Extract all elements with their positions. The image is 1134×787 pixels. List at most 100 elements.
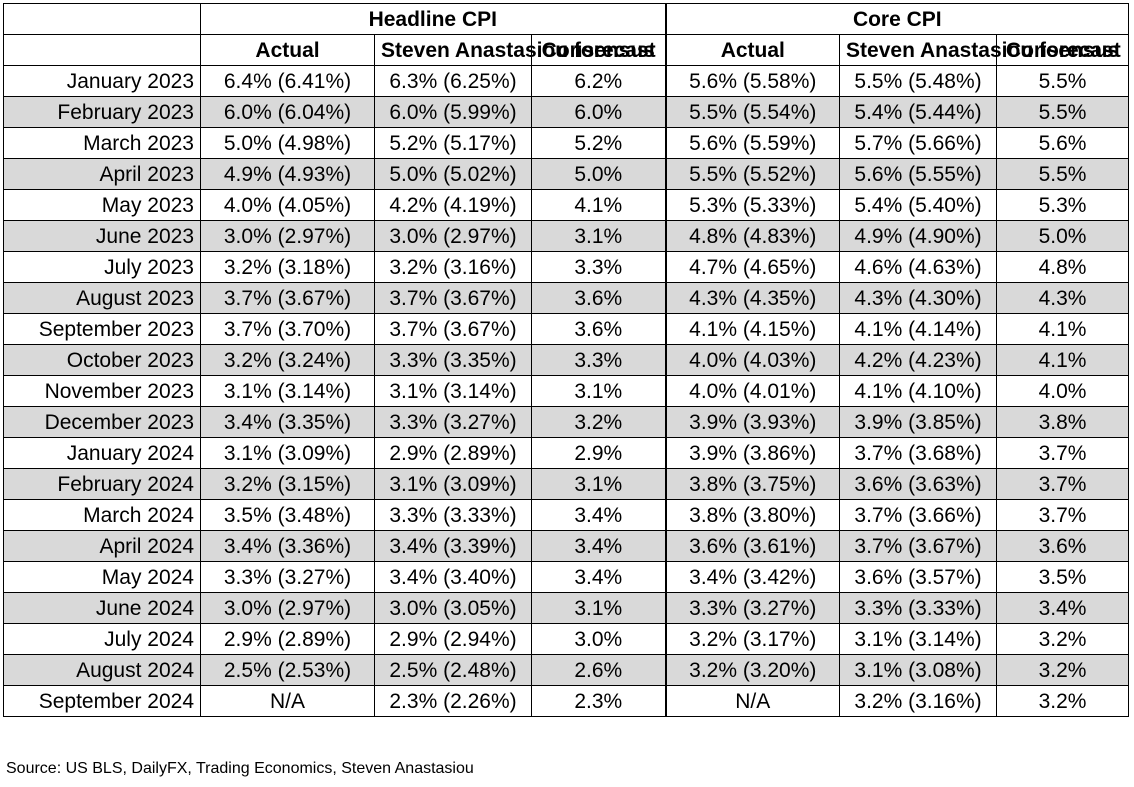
cell-h-consensus: 4.1% — [530, 189, 667, 221]
month-cell: July 2024 — [3, 623, 201, 655]
cell-h-forecast: 3.0% (3.05%) — [374, 592, 532, 624]
cell-c-consensus: 3.8% — [996, 406, 1130, 438]
column-header-headline-consensus: Consensus — [530, 34, 667, 66]
month-cell: January 2024 — [3, 437, 201, 469]
cell-c-consensus: 4.3% — [996, 282, 1130, 314]
cell-h-consensus: 3.6% — [530, 282, 667, 314]
table-row: January 2024 3.1% (3.09%) 2.9% (2.89%) 2.9%… — [3, 437, 1130, 469]
cell-h-forecast: 3.1% (3.09%) — [374, 468, 532, 500]
table-row: March 2023 5.0% (4.98%) 5.2% (5.17%) 5.2% 5.… — [3, 127, 1130, 159]
cell-h-consensus: 3.1% — [530, 220, 667, 252]
cell-h-actual: 3.1% (3.09%) — [200, 437, 375, 469]
month-cell: September 2023 — [3, 313, 201, 345]
cell-h-consensus: 2.6% — [530, 654, 667, 686]
cell-h-consensus: 6.0% — [530, 96, 667, 128]
cell-h-forecast: 2.5% (2.48%) — [374, 654, 532, 686]
cell-c-forecast: 3.6% (3.63%) — [839, 468, 998, 500]
cell-h-consensus: 3.4% — [530, 499, 667, 531]
month-column-header — [3, 34, 201, 66]
month-cell: February 2023 — [3, 96, 201, 128]
cell-c-forecast: 5.4% (5.40%) — [839, 189, 998, 221]
cell-c-actual: 5.3% (5.33%) — [664, 189, 841, 221]
cell-h-forecast: 3.3% (3.27%) — [374, 406, 532, 438]
cell-c-forecast: 4.1% (4.14%) — [839, 313, 998, 345]
month-cell: June 2024 — [3, 592, 201, 624]
cell-c-forecast: 4.9% (4.90%) — [839, 220, 998, 252]
cell-h-forecast: 2.9% (2.89%) — [374, 437, 532, 469]
cell-c-actual: 3.8% (3.75%) — [664, 468, 841, 500]
column-header-headline-actual: Actual — [200, 34, 375, 66]
cell-c-actual: 4.3% (4.35%) — [664, 282, 841, 314]
cpi-table: Headline CPI Core CPI Actual Steven Anas… — [3, 3, 1130, 717]
cell-c-actual: N/A — [664, 685, 841, 717]
cell-h-consensus: 3.1% — [530, 592, 667, 624]
month-cell: May 2023 — [3, 189, 201, 221]
cell-c-actual: 4.7% (4.65%) — [664, 251, 841, 283]
cell-h-forecast: 3.7% (3.67%) — [374, 313, 532, 345]
cell-c-consensus: 3.2% — [996, 685, 1130, 717]
cell-h-actual: 5.0% (4.98%) — [200, 127, 375, 159]
cell-c-forecast: 5.6% (5.55%) — [839, 158, 998, 190]
column-header-core-consensus: Consensus — [996, 34, 1130, 66]
cell-c-consensus: 3.6% — [996, 530, 1130, 562]
cell-h-forecast: 3.7% (3.67%) — [374, 282, 532, 314]
table-row: July 2023 3.2% (3.18%) 3.2% (3.16%) 3.3% 4.7… — [3, 251, 1130, 283]
cell-c-actual: 3.2% (3.20%) — [664, 654, 841, 686]
cell-h-consensus: 3.4% — [530, 561, 667, 593]
cell-c-consensus: 4.1% — [996, 313, 1130, 345]
cell-h-forecast: 2.9% (2.94%) — [374, 623, 532, 655]
cell-h-actual: 3.7% (3.67%) — [200, 282, 375, 314]
cell-h-actual: 3.4% (3.35%) — [200, 406, 375, 438]
table-row: May 2024 3.3% (3.27%) 3.4% (3.40%) 3.4% 3.4%… — [3, 561, 1130, 593]
cell-h-consensus: 3.4% — [530, 530, 667, 562]
cell-h-forecast: 5.0% (5.02%) — [374, 158, 532, 190]
cell-h-consensus: 3.3% — [530, 251, 667, 283]
cell-c-consensus: 3.4% — [996, 592, 1130, 624]
month-cell: July 2023 — [3, 251, 201, 283]
cell-h-consensus: 5.2% — [530, 127, 667, 159]
table-row: April 2023 4.9% (4.93%) 5.0% (5.02%) 5.0% 5.… — [3, 158, 1130, 190]
cell-c-forecast: 3.9% (3.85%) — [839, 406, 998, 438]
month-cell: October 2023 — [3, 344, 201, 376]
cell-c-actual: 4.1% (4.15%) — [664, 313, 841, 345]
column-header-headline-forecast: Steven Anastasiou forecast — [374, 34, 656, 66]
cell-h-actual: 3.7% (3.70%) — [200, 313, 375, 345]
table-row: June 2024 3.0% (2.97%) 3.0% (3.05%) 3.1% 3.3… — [3, 592, 1130, 624]
cell-h-actual: N/A — [200, 685, 375, 717]
cell-h-actual: 6.0% (6.04%) — [200, 96, 375, 128]
month-cell: November 2023 — [3, 375, 201, 407]
source-note: Source: US BLS, DailyFX, Trading Economi… — [6, 760, 474, 777]
table-row: August 2023 3.7% (3.67%) 3.7% (3.67%) 3.6% 4… — [3, 282, 1130, 314]
cell-c-forecast: 3.2% (3.16%) — [839, 685, 998, 717]
month-cell: April 2023 — [3, 158, 201, 190]
cell-c-consensus: 4.8% — [996, 251, 1130, 283]
cell-c-forecast: 3.7% (3.66%) — [839, 499, 998, 531]
cell-c-forecast: 3.7% (3.68%) — [839, 437, 998, 469]
cell-c-forecast: 4.1% (4.10%) — [839, 375, 998, 407]
table-row: February 2023 6.0% (6.04%) 6.0% (5.99%) 6.0… — [3, 96, 1130, 128]
month-cell: March 2023 — [3, 127, 201, 159]
table-row: September 2024 N/A 2.3% (2.26%) 2.3% N/A 3.2%… — [3, 685, 1130, 717]
cell-h-consensus: 3.1% — [530, 468, 667, 500]
table-row: March 2024 3.5% (3.48%) 3.3% (3.33%) 3.4% 3.… — [3, 499, 1130, 531]
column-header-core-actual: Actual — [664, 34, 841, 66]
cell-h-actual: 3.2% (3.18%) — [200, 251, 375, 283]
cell-c-forecast: 4.3% (4.30%) — [839, 282, 998, 314]
cell-h-forecast: 4.2% (4.19%) — [374, 189, 532, 221]
table-row: September 2023 3.7% (3.70%) 3.7% (3.67%) 3.… — [3, 313, 1130, 345]
cell-h-actual: 3.4% (3.36%) — [200, 530, 375, 562]
cell-c-actual: 5.6% (5.59%) — [664, 127, 841, 159]
cell-c-consensus: 4.0% — [996, 375, 1130, 407]
cell-h-actual: 2.5% (2.53%) — [200, 654, 375, 686]
cell-c-forecast: 3.1% (3.14%) — [839, 623, 998, 655]
corner-cell — [3, 3, 201, 35]
cell-c-actual: 5.6% (5.58%) — [664, 65, 841, 97]
cell-h-actual: 2.9% (2.89%) — [200, 623, 375, 655]
table-row: April 2024 3.4% (3.36%) 3.4% (3.39%) 3.4% 3.… — [3, 530, 1130, 562]
cell-h-consensus: 3.6% — [530, 313, 667, 345]
cell-c-actual: 3.4% (3.42%) — [664, 561, 841, 593]
cell-c-consensus: 3.2% — [996, 654, 1130, 686]
cell-c-forecast: 3.1% (3.08%) — [839, 654, 998, 686]
cell-c-consensus: 3.7% — [996, 468, 1130, 500]
cell-c-consensus: 4.1% — [996, 344, 1130, 376]
